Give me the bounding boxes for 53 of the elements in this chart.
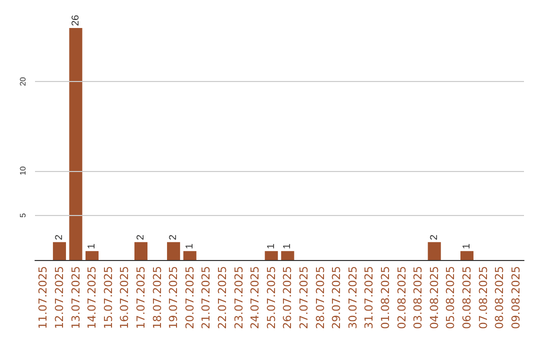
- x-tick-label: 02.08.2025: [395, 266, 408, 330]
- bar: [428, 242, 441, 260]
- x-tick-label: 18.07.2025: [150, 266, 164, 330]
- x-tick-label: 07.08.2025: [476, 266, 490, 330]
- x-tick-label: 13.07.2025: [69, 266, 82, 330]
- x-tick-label: 06.08.2025: [460, 266, 474, 330]
- x-tick-label: 26.07.2025: [281, 266, 294, 330]
- x-tick-label: 11.07.2025: [36, 266, 50, 330]
- x-tick-label: 09.08.2025: [509, 266, 522, 330]
- y-tick-label: 5: [18, 212, 28, 218]
- data-label: 1: [184, 243, 196, 250]
- bar: [52, 242, 66, 260]
- data-label: 2: [428, 234, 440, 240]
- bar: [183, 251, 196, 260]
- data-label: 1: [282, 243, 294, 250]
- x-tick-label: 14.07.2025: [86, 266, 99, 330]
- x-tick-label: 27.07.2025: [297, 266, 310, 330]
- x-tick-label: 17.07.2025: [134, 266, 148, 330]
- data-label: 2: [135, 234, 146, 240]
- data-label: 1: [266, 243, 277, 250]
- data-label: 2: [168, 234, 180, 240]
- x-tick-label: 28.07.2025: [314, 266, 327, 330]
- bar: [281, 251, 294, 260]
- data-label: 1: [86, 243, 98, 250]
- bar: [134, 242, 148, 260]
- x-tick-label: 08.08.2025: [493, 266, 506, 330]
- x-tick-label: 01.08.2025: [378, 266, 392, 330]
- x-tick-label: 15.07.2025: [102, 266, 115, 330]
- x-tick-label: 04.08.2025: [428, 266, 441, 330]
- data-label: 2: [54, 234, 65, 240]
- y-tick-label: 20: [18, 76, 28, 86]
- x-tick-label: 16.07.2025: [118, 266, 132, 330]
- x-tick-label: 22.07.2025: [216, 266, 229, 330]
- x-tick-label: 25.07.2025: [264, 266, 278, 330]
- bar: [86, 251, 99, 260]
- x-tick-label: 05.08.2025: [444, 266, 458, 330]
- bar: [460, 251, 474, 260]
- x-tick-label: 31.07.2025: [362, 266, 376, 330]
- bar: [69, 28, 82, 260]
- data-label: 26: [70, 14, 82, 26]
- x-tick-label: 03.08.2025: [412, 266, 425, 330]
- y-tick-label: 10: [18, 166, 28, 176]
- data-label: 1: [461, 243, 472, 250]
- x-tick-label: 29.07.2025: [330, 266, 344, 330]
- x-tick-label: 12.07.2025: [52, 266, 66, 330]
- x-tick-label: 20.07.2025: [183, 266, 196, 330]
- x-tick-label: 23.07.2025: [232, 266, 246, 330]
- bar: [264, 251, 278, 260]
- bar: [167, 242, 180, 260]
- x-tick-label: 21.07.2025: [200, 266, 213, 330]
- x-tick-label: 24.07.2025: [248, 266, 262, 330]
- x-tick-label: 30.07.2025: [346, 266, 360, 330]
- x-tick-label: 19.07.2025: [167, 266, 180, 330]
